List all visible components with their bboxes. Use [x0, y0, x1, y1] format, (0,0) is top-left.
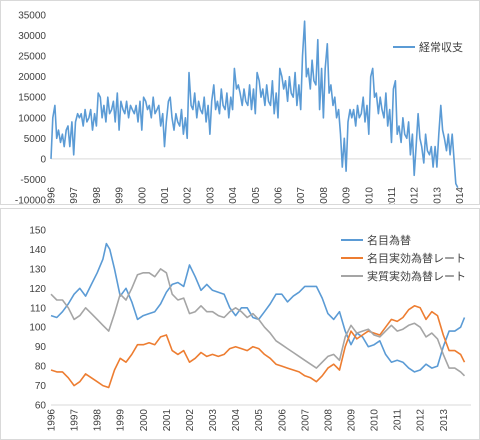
y-tick-label: 100: [29, 323, 46, 334]
x-tick-label: 2000: [139, 409, 150, 432]
y-tick-label: 90: [35, 342, 47, 353]
x-tick-label: 2002: [183, 187, 194, 204]
x-tick-label: 2007: [296, 187, 307, 204]
y-tick-label: 110: [30, 303, 46, 314]
series-line: [50, 268, 466, 377]
x-tick-label: 1996: [47, 409, 58, 432]
x-tick-label: 2000: [137, 187, 148, 204]
x-tick-label: 2008: [323, 409, 334, 432]
y-tick-label: 150: [29, 226, 46, 237]
x-tick-label: 2006: [277, 409, 288, 432]
x-tick-label: 2003: [205, 187, 216, 204]
x-tick-label: 1998: [92, 187, 103, 204]
x-tick-label: 2003: [208, 409, 219, 432]
legend-label: 経常収支: [419, 41, 463, 54]
series-line: [50, 20, 459, 189]
y-tick-label: 140: [29, 245, 46, 256]
y-tick-label: 10000: [18, 113, 46, 124]
legend-label: 名目実効為替レート: [367, 251, 466, 265]
x-tick-label: 2001: [162, 409, 173, 432]
x-tick-label: 2004: [231, 409, 242, 432]
x-tick-label: 2009: [342, 187, 353, 204]
x-tick-label: 1997: [70, 409, 81, 432]
x-tick-label: 2007: [300, 409, 311, 432]
x-tick-label: 1998: [93, 409, 104, 432]
x-tick-label: 2011: [387, 187, 398, 204]
y-tick-label: 20000: [18, 72, 46, 83]
x-tick-label: 2004: [228, 187, 239, 204]
y-tick-label: -10000: [15, 196, 47, 205]
y-tick-label: 130: [29, 264, 46, 275]
x-tick-label: 2001: [160, 187, 171, 204]
x-tick-label: 1996: [47, 187, 58, 204]
current-account-chart: 35000 30000 25000 20000 15000 10000 5000 0 -5000…: [15, 11, 471, 205]
x-tick-label: 2006: [274, 187, 285, 204]
y-tick-label: 35000: [18, 11, 46, 22]
y-tick-label: 0: [40, 154, 46, 165]
x-tick-label: 2005: [251, 187, 262, 204]
x-tick-label: 2008: [319, 187, 330, 204]
x-tick-label: 2012: [416, 409, 427, 432]
y-tick-label: 25000: [18, 52, 46, 63]
y-tick-label: 80: [35, 362, 47, 373]
y-tick-label: -5000: [20, 175, 46, 186]
y-tick-label: 30000: [18, 31, 46, 42]
x-tick-label: 2014: [455, 187, 466, 204]
x-tick-label: 1999: [115, 187, 126, 204]
current-account-chart-panel: 35000 30000 25000 20000 15000 10000 5000 0 -5000…: [0, 0, 480, 205]
y-tick-label: 5000: [24, 134, 47, 145]
x-tick-label: 2013: [432, 187, 443, 204]
series-line: [50, 242, 466, 373]
x-tick-label: 2010: [370, 409, 381, 432]
y-tick-label: 60: [35, 401, 47, 412]
exchange-rate-chart-panel: 150 140 130 120 110 100 90 80 70 60 1996 1997 1998 19…: [0, 208, 480, 440]
x-tick-label: 2012: [410, 187, 421, 204]
x-tick-label: 2009: [347, 409, 358, 432]
legend-label: 実質実効為替レート: [367, 269, 466, 283]
x-tick-label: 2011: [393, 409, 404, 431]
y-tick-label: 120: [29, 284, 46, 295]
y-tick-label: 70: [35, 381, 47, 392]
x-tick-label: 2013: [439, 409, 450, 432]
legend-label: 名目為替: [367, 233, 411, 247]
x-tick-label: 1999: [116, 409, 127, 432]
x-tick-label: 2002: [185, 409, 196, 432]
y-tick-label: 15000: [18, 93, 46, 104]
x-tick-label: 2005: [254, 409, 265, 432]
series-line: [50, 305, 466, 389]
x-tick-label: 2010: [364, 187, 375, 204]
x-tick-label: 1997: [69, 187, 80, 204]
